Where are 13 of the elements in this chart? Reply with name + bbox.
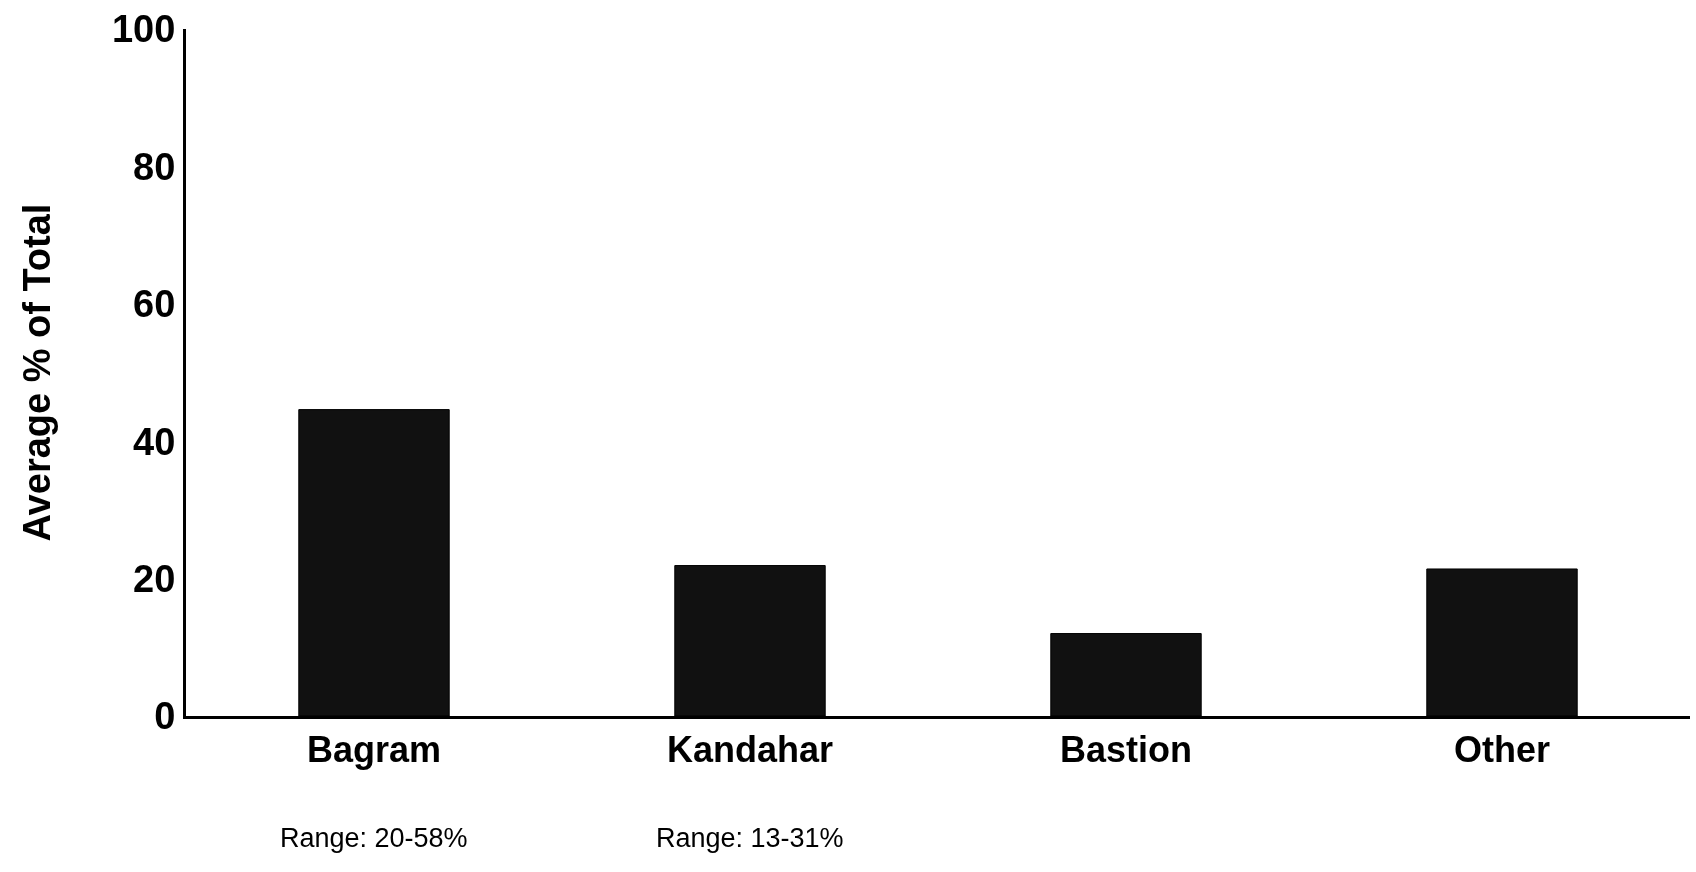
y-tick-label: 60 <box>133 283 176 326</box>
y-tick-label: 80 <box>133 145 176 188</box>
x-tick-label: Bagram <box>306 729 442 771</box>
y-tick-label: 0 <box>154 695 176 738</box>
x-tick-label: Kandahar <box>666 729 834 771</box>
text: Range: 13-31% <box>656 823 844 853</box>
x-tick-label: Bastion <box>1059 729 1193 771</box>
y-axis-title: Average % of Total <box>16 203 59 542</box>
x-tick-label: Other <box>1453 729 1551 771</box>
y-tick-label: 40 <box>133 420 176 463</box>
y-tick-label: 100 <box>111 8 176 51</box>
text: Range: 20-58% <box>280 823 468 853</box>
y-tick-label: 20 <box>133 557 176 600</box>
